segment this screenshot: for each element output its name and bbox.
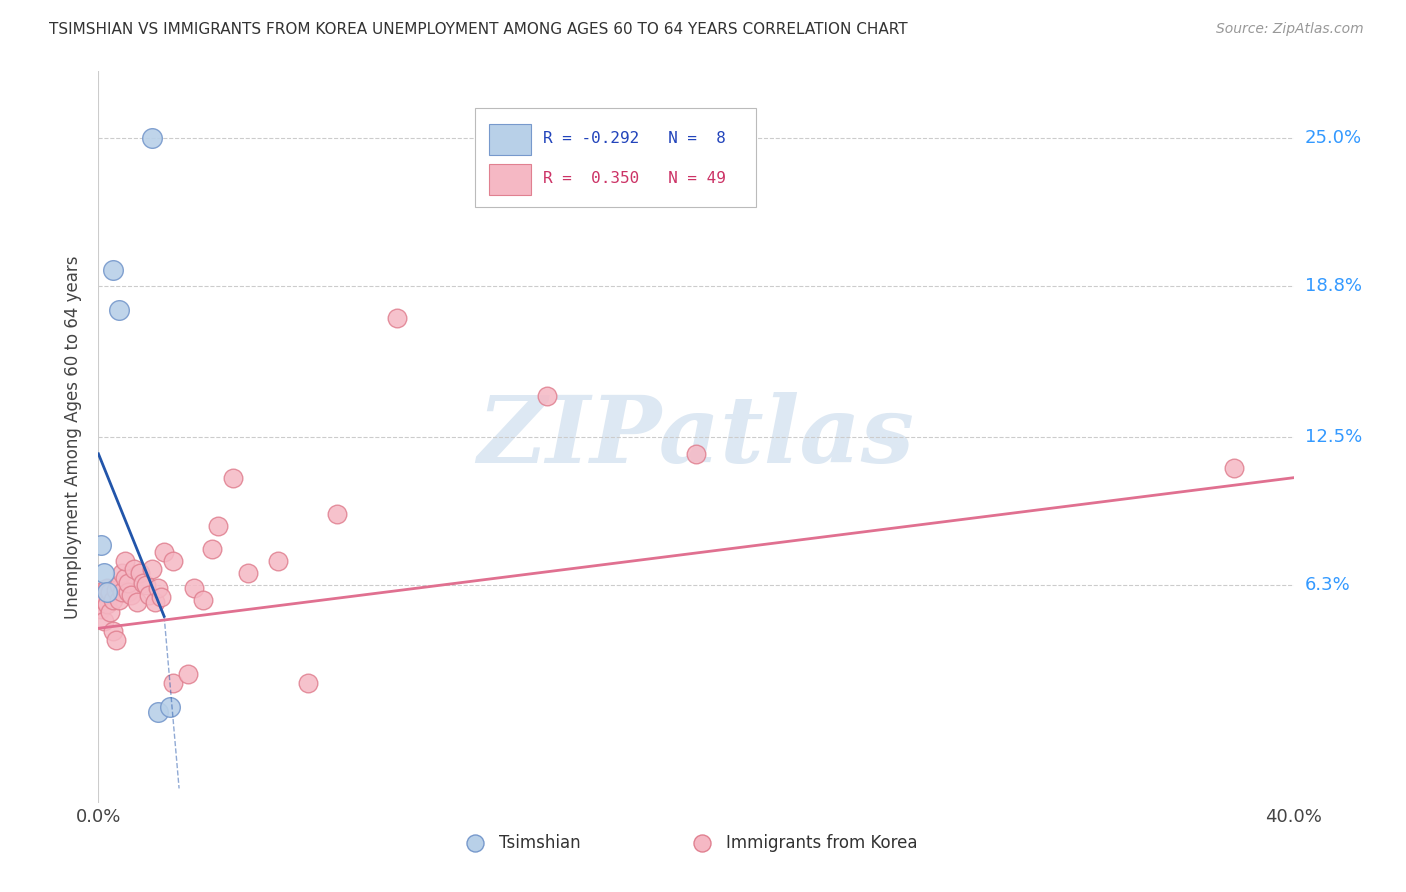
Point	[138, 588, 160, 602]
Point	[685, 447, 707, 461]
Point	[108, 592, 131, 607]
Text: R =  0.350   N = 49: R = 0.350 N = 49	[543, 171, 725, 186]
Point	[114, 571, 136, 585]
Point	[124, 561, 146, 575]
Point	[117, 585, 139, 599]
Point	[385, 310, 409, 325]
Point	[111, 585, 134, 599]
Point	[326, 507, 349, 521]
Point	[120, 588, 142, 602]
Point	[183, 581, 205, 595]
Y-axis label: Unemployment Among Ages 60 to 64 years: Unemployment Among Ages 60 to 64 years	[65, 255, 83, 619]
Point	[1028, 860, 1050, 874]
Point	[96, 581, 118, 595]
Point	[150, 591, 173, 605]
Point	[132, 575, 155, 590]
Point	[105, 633, 128, 648]
Point	[207, 518, 229, 533]
Point	[177, 666, 200, 681]
Point	[159, 700, 181, 714]
Point	[93, 592, 115, 607]
Text: TSIMSHIAN VS IMMIGRANTS FROM KOREA UNEMPLOYMENT AMONG AGES 60 TO 64 YEARS CORREL: TSIMSHIAN VS IMMIGRANTS FROM KOREA UNEMP…	[49, 22, 908, 37]
Point	[87, 598, 110, 612]
Point	[129, 566, 152, 581]
Point	[103, 624, 125, 638]
Point	[201, 542, 224, 557]
Text: 12.5%: 12.5%	[1305, 428, 1362, 446]
Text: 6.3%: 6.3%	[1305, 576, 1350, 594]
Point	[141, 561, 163, 575]
Point	[222, 471, 245, 485]
Point	[536, 389, 558, 403]
Text: Tsimshian: Tsimshian	[499, 834, 581, 852]
Point	[162, 554, 184, 568]
Point	[117, 575, 139, 590]
Bar	[489, 164, 531, 195]
Point	[108, 578, 131, 592]
Point	[96, 585, 118, 599]
Point	[297, 676, 319, 690]
Point	[191, 592, 214, 607]
Point	[148, 705, 170, 719]
Point	[90, 585, 112, 599]
Point	[127, 595, 149, 609]
Text: Immigrants from Korea: Immigrants from Korea	[725, 834, 917, 852]
Point	[103, 262, 125, 277]
Point	[143, 595, 166, 609]
Point	[141, 131, 163, 145]
Text: R = -0.292   N =  8: R = -0.292 N = 8	[543, 131, 725, 146]
Text: 25.0%: 25.0%	[1305, 129, 1362, 147]
Point	[105, 583, 128, 598]
Point	[93, 566, 115, 581]
Point	[96, 598, 118, 612]
Point	[98, 585, 122, 599]
Point	[90, 538, 112, 552]
Point	[153, 545, 176, 559]
Point	[162, 676, 184, 690]
Text: ZIPatlas: ZIPatlas	[478, 392, 914, 482]
Point	[111, 566, 134, 581]
Point	[114, 554, 136, 568]
Point	[148, 581, 170, 595]
FancyBboxPatch shape	[475, 108, 756, 207]
Point	[90, 602, 112, 616]
Point	[267, 554, 290, 568]
Bar	[489, 124, 531, 154]
Point	[135, 578, 157, 592]
Point	[93, 614, 115, 628]
Point	[98, 605, 122, 619]
Text: 18.8%: 18.8%	[1305, 277, 1361, 295]
Point	[236, 566, 259, 581]
Point	[1223, 461, 1246, 475]
Point	[103, 592, 125, 607]
Text: Source: ZipAtlas.com: Source: ZipAtlas.com	[1216, 22, 1364, 37]
Point	[108, 303, 131, 318]
